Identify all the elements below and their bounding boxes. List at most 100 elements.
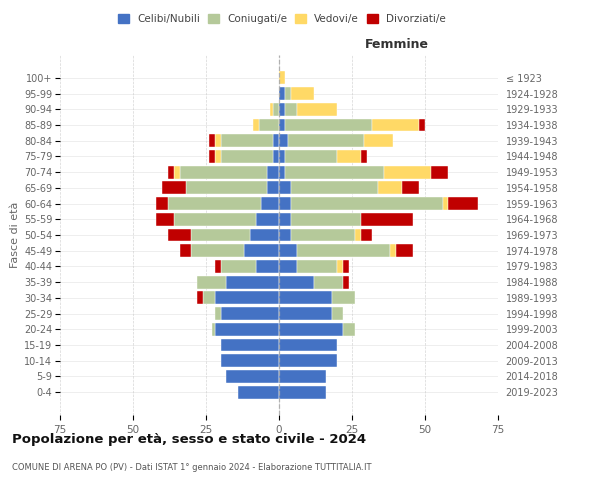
Bar [238, 386, 279, 398]
Bar [384, 166, 431, 178]
Bar [209, 150, 215, 163]
Bar [285, 87, 290, 100]
Bar [285, 103, 296, 116]
Bar [221, 150, 273, 163]
Bar [285, 166, 384, 178]
Bar [279, 118, 285, 132]
Bar [268, 166, 279, 178]
Bar [174, 213, 256, 226]
Bar [279, 213, 290, 226]
Legend: Celibi/Nubili, Coniugati/e, Vedovi/e, Divorziati/e: Celibi/Nubili, Coniugati/e, Vedovi/e, Di… [114, 10, 450, 29]
Bar [361, 213, 413, 226]
Bar [279, 134, 288, 147]
Bar [180, 244, 191, 257]
Bar [226, 370, 279, 383]
Bar [197, 276, 226, 288]
Bar [279, 166, 285, 178]
Bar [332, 292, 355, 304]
Bar [168, 166, 174, 178]
Bar [390, 244, 396, 257]
Bar [168, 197, 262, 210]
Bar [168, 228, 191, 241]
Bar [279, 276, 314, 288]
Bar [337, 260, 343, 273]
Bar [221, 338, 279, 351]
Bar [256, 260, 279, 273]
Bar [290, 228, 355, 241]
Bar [332, 307, 343, 320]
Bar [279, 370, 326, 383]
Bar [401, 182, 419, 194]
Bar [162, 182, 185, 194]
Bar [279, 307, 332, 320]
Bar [279, 260, 296, 273]
Bar [215, 150, 221, 163]
Bar [279, 244, 296, 257]
Bar [279, 197, 290, 210]
Bar [279, 182, 290, 194]
Bar [364, 134, 393, 147]
Bar [396, 244, 413, 257]
Bar [221, 260, 256, 273]
Bar [290, 182, 378, 194]
Bar [215, 134, 221, 147]
Bar [197, 292, 203, 304]
Bar [279, 338, 337, 351]
Bar [279, 103, 285, 116]
Bar [226, 276, 279, 288]
Bar [215, 292, 279, 304]
Bar [290, 197, 443, 210]
Bar [215, 307, 221, 320]
Bar [279, 150, 285, 163]
Text: COMUNE DI ARENA PO (PV) - Dati ISTAT 1° gennaio 2024 - Elaborazione TUTTITALIA.I: COMUNE DI ARENA PO (PV) - Dati ISTAT 1° … [12, 462, 371, 471]
Bar [279, 292, 332, 304]
Bar [262, 197, 279, 210]
Bar [279, 386, 326, 398]
Bar [221, 307, 279, 320]
Bar [279, 323, 343, 336]
Bar [448, 197, 478, 210]
Text: Femmine: Femmine [365, 38, 429, 52]
Bar [209, 134, 215, 147]
Bar [378, 182, 401, 194]
Bar [221, 354, 279, 367]
Bar [361, 150, 367, 163]
Bar [250, 228, 279, 241]
Bar [180, 166, 268, 178]
Text: Popolazione per età, sesso e stato civile - 2024: Popolazione per età, sesso e stato civil… [12, 432, 366, 446]
Bar [268, 182, 279, 194]
Bar [361, 228, 373, 241]
Bar [203, 292, 215, 304]
Bar [157, 213, 174, 226]
Bar [337, 150, 361, 163]
Bar [419, 118, 425, 132]
Bar [174, 166, 180, 178]
Bar [296, 103, 337, 116]
Bar [212, 323, 215, 336]
Bar [279, 72, 285, 85]
Bar [285, 118, 373, 132]
Bar [270, 103, 273, 116]
Bar [215, 323, 279, 336]
Bar [296, 244, 390, 257]
Bar [253, 118, 259, 132]
Bar [314, 276, 343, 288]
Bar [443, 197, 448, 210]
Bar [279, 354, 337, 367]
Bar [279, 228, 290, 241]
Bar [256, 213, 279, 226]
Bar [431, 166, 448, 178]
Bar [290, 213, 361, 226]
Bar [191, 228, 250, 241]
Bar [191, 244, 244, 257]
Bar [288, 134, 364, 147]
Bar [279, 87, 285, 100]
Bar [343, 260, 349, 273]
Y-axis label: Fasce di età: Fasce di età [10, 202, 20, 268]
Bar [185, 182, 268, 194]
Bar [259, 118, 279, 132]
Bar [285, 150, 337, 163]
Bar [343, 276, 349, 288]
Bar [273, 150, 279, 163]
Bar [355, 228, 361, 241]
